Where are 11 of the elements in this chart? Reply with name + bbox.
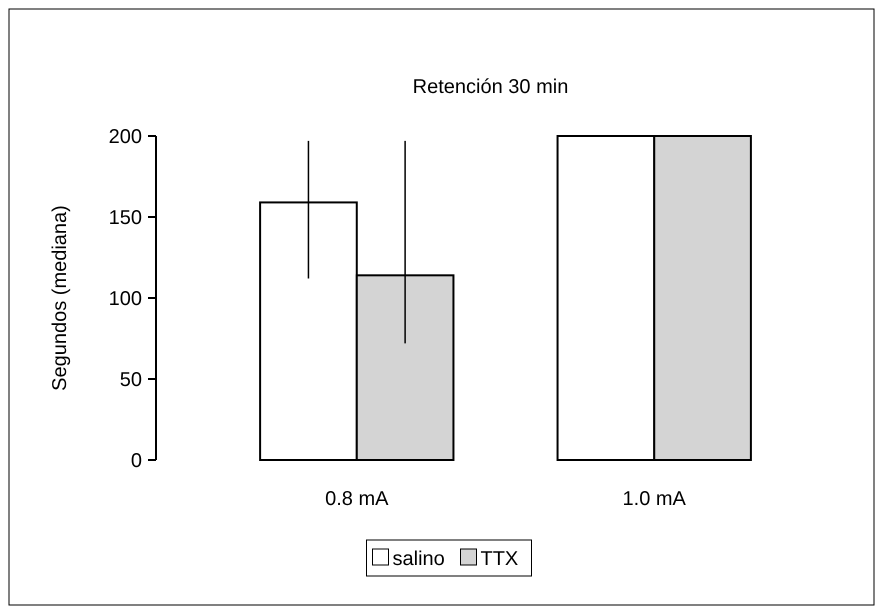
x-tick-label: 0.8 mA (325, 488, 390, 510)
y-axis-title: Segundos (mediana) (49, 205, 71, 391)
legend-label: salino (392, 548, 445, 570)
y-tick-label: 0 (130, 450, 142, 472)
y-tick-label: 50 (120, 369, 142, 391)
x-tick-label: 1.0 mA (622, 488, 687, 510)
y-tick-label: 150 (108, 207, 142, 229)
y-tick-label: 100 (108, 288, 142, 310)
legend-label: TTX (480, 548, 518, 570)
y-tick-label: 200 (108, 126, 142, 148)
chart-title: Retención 30 min (412, 76, 568, 98)
